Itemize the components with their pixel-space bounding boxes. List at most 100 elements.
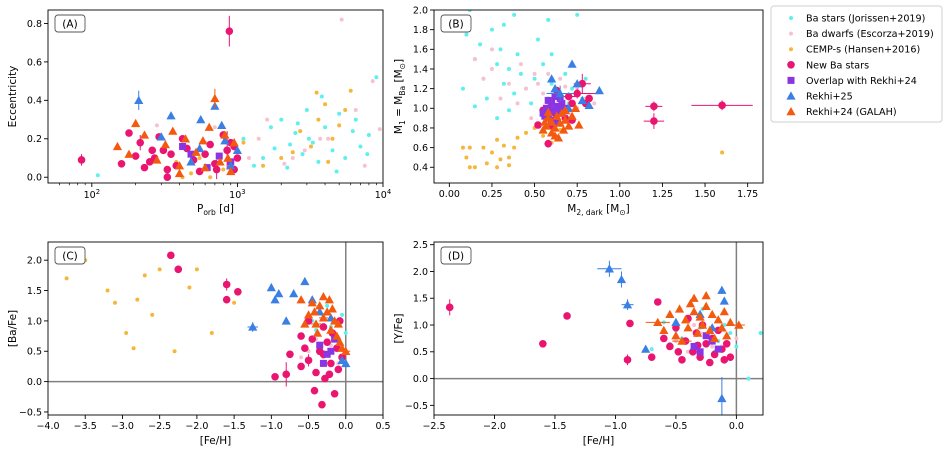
galah-point xyxy=(659,325,669,335)
jorissen-point xyxy=(293,131,298,136)
jorissen-point xyxy=(325,303,330,308)
jorissen-point xyxy=(541,62,546,67)
new-ba-point xyxy=(722,339,731,348)
panel-tag-label: (C) xyxy=(62,251,78,263)
x-tick-label: 0.0 xyxy=(729,421,744,432)
escorza-point xyxy=(524,86,529,91)
escorza-point xyxy=(370,79,375,84)
escorza-point xyxy=(265,117,270,122)
new-ba-point xyxy=(534,121,542,129)
escorza-point xyxy=(489,66,494,71)
jorissen-point xyxy=(734,344,739,349)
escorza-point xyxy=(686,349,691,354)
new-ba-point xyxy=(233,154,242,162)
panel-tag-label: (D) xyxy=(448,251,464,263)
new-ba-point xyxy=(125,129,133,137)
y-tick-label: 2.5 xyxy=(413,240,428,251)
y-axis-label: M1 = MBa [M⊙] xyxy=(393,59,407,134)
escorza-point xyxy=(515,101,520,106)
new-ba-point xyxy=(310,386,319,395)
escorza-point xyxy=(734,336,739,341)
y-axis-label: [Y/Fe] xyxy=(393,313,405,343)
hansen-point xyxy=(512,145,517,150)
x-tick-label: 0.50 xyxy=(524,189,545,200)
escorza-point xyxy=(212,125,217,130)
jorissen-point xyxy=(512,91,517,96)
x-tick-label: 104 xyxy=(375,188,391,201)
hansen-point xyxy=(208,175,213,180)
overlap-point xyxy=(541,112,549,120)
galah-point xyxy=(326,325,336,334)
jorissen-point xyxy=(529,101,534,106)
rekhi25-point xyxy=(266,282,276,292)
new-ba-point xyxy=(623,356,632,364)
jorissen-point xyxy=(358,144,363,149)
new-ba-point xyxy=(225,27,234,35)
y-tick-label: 0.4 xyxy=(27,96,42,107)
jorissen-point xyxy=(295,121,300,126)
new-ba-point xyxy=(718,101,726,110)
galah-point xyxy=(229,138,239,147)
galah-point xyxy=(713,315,723,324)
new-ba-point xyxy=(301,344,309,353)
galah-point xyxy=(677,336,687,345)
rekhi25-point xyxy=(567,59,577,68)
hansen-point xyxy=(279,156,284,161)
rekhi25-point xyxy=(717,393,727,403)
jorissen-point xyxy=(353,117,358,122)
hansen-point xyxy=(507,163,512,168)
rekhi25-point xyxy=(281,316,291,325)
plot-frame xyxy=(433,241,764,416)
x-tick-label: 1.50 xyxy=(694,189,715,200)
new-ba-point xyxy=(325,370,334,379)
new-ba-point xyxy=(327,359,335,368)
new-ba-point xyxy=(167,150,175,158)
new-ba-point xyxy=(140,163,149,172)
galah-point xyxy=(296,295,306,304)
label-part: orb xyxy=(203,208,216,217)
legend-label-jorissen: Ba stars (Jorissen+2019) xyxy=(806,14,925,25)
label-part: ⊙ xyxy=(619,208,625,217)
data-layer xyxy=(455,10,753,170)
new-ba-point xyxy=(319,323,328,331)
hansen-point xyxy=(314,90,319,95)
galah-point xyxy=(701,290,711,300)
rekhi25-point xyxy=(270,295,280,304)
jorissen-point xyxy=(268,125,273,130)
galah-point xyxy=(327,304,337,313)
escorza-point xyxy=(710,344,715,349)
hansen-point xyxy=(157,267,162,272)
hansen-point xyxy=(197,156,202,161)
jorissen-point xyxy=(758,331,763,336)
label-part: [d] xyxy=(216,203,234,215)
y-tick-label: 0.5 xyxy=(413,347,428,358)
y-tick-label: 0.4 xyxy=(413,163,428,174)
hansen-point xyxy=(232,300,237,305)
label-part: 2 xyxy=(96,188,100,196)
galah-point xyxy=(315,301,325,310)
rekhi25-point xyxy=(555,88,565,98)
hansen-point xyxy=(124,331,129,336)
hansen-point xyxy=(241,140,246,145)
new-ba-point xyxy=(650,117,658,125)
panel-tag: (A) xyxy=(54,14,86,33)
overlap-point xyxy=(327,347,335,355)
galah-point xyxy=(717,323,727,332)
rekhi25-point xyxy=(604,264,614,273)
hansen-point xyxy=(472,165,477,170)
hansen-point xyxy=(348,88,353,93)
escorza-point xyxy=(529,116,534,121)
galah-point xyxy=(312,328,323,337)
y-tick-label: 1.2 xyxy=(413,84,428,95)
x-tick-label: −0.5 xyxy=(297,421,320,432)
legend-label-rekhi25: Rekhi+25 xyxy=(806,92,853,103)
y-tick-label: −0.5 xyxy=(405,401,428,412)
jorissen-point xyxy=(478,42,483,47)
overlap-point xyxy=(690,342,698,350)
escorza-point xyxy=(353,107,358,112)
jorissen-point xyxy=(789,16,793,20)
new-ba-point xyxy=(222,295,231,304)
y-tick-label: 0.2 xyxy=(27,134,42,145)
new-ba-point xyxy=(222,280,231,289)
label-part: M xyxy=(567,203,576,215)
